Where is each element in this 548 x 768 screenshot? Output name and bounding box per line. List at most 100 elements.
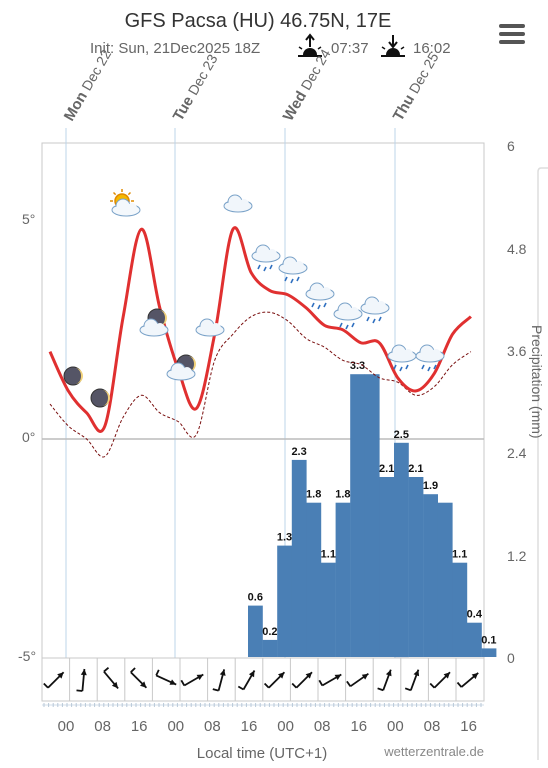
precip-bar-0 bbox=[248, 605, 263, 657]
sunrise-icon bbox=[298, 33, 322, 57]
precip-bar-16 bbox=[481, 648, 497, 657]
x-tick-labels: 00 08 16 00 08 16 00 08 16 00 08 16 bbox=[58, 718, 477, 735]
precip-bar-8 bbox=[364, 374, 380, 657]
precip-bar-6 bbox=[335, 502, 351, 657]
x-tick-8: 16 bbox=[350, 718, 367, 735]
rain-cloud-icon bbox=[387, 344, 417, 372]
rain-cloud-icon bbox=[360, 296, 390, 324]
credit: wetterzentrale.de bbox=[383, 744, 484, 759]
precip-axis-ticks: 6 4.8 3.6 2.4 1.2 0 bbox=[507, 138, 527, 666]
precip-tick-5: 0 bbox=[507, 650, 515, 666]
wind-arrow-icon bbox=[155, 669, 177, 686]
precip-bar-7 bbox=[350, 374, 365, 657]
x-tick-5: 16 bbox=[241, 718, 258, 735]
wind-arrow-icon bbox=[103, 667, 119, 689]
cloud-icon bbox=[195, 318, 225, 337]
precip-label-0: 0.6 bbox=[248, 592, 263, 604]
wind-arrow-icon bbox=[429, 671, 451, 689]
precip-bar-12 bbox=[423, 494, 438, 657]
precip-bar-15 bbox=[467, 622, 482, 657]
sunset-icon bbox=[381, 35, 405, 57]
day-label-3: Thu Dec 25 bbox=[390, 49, 443, 124]
temp-tick-minus5: -5° bbox=[18, 648, 36, 664]
precip-label-10: 2.5 bbox=[394, 429, 409, 441]
rain-cloud-icon bbox=[278, 256, 308, 284]
precip-label-1: 0.2 bbox=[262, 626, 277, 638]
temperature-line bbox=[48, 226, 472, 433]
day-label-2: Wed Dec 24 bbox=[280, 46, 335, 124]
precip-label-16: 0.1 bbox=[481, 634, 496, 646]
precip-labels: 0.60.21.32.31.81.11.83.32.12.52.11.91.10… bbox=[248, 360, 497, 646]
precip-bar-5 bbox=[321, 562, 336, 657]
x-tick-9: 00 bbox=[387, 718, 404, 735]
precip-bar-1 bbox=[262, 639, 278, 657]
weather-icons bbox=[63, 189, 445, 408]
precip-label-14: 1.1 bbox=[452, 549, 467, 561]
precip-label-4: 1.8 bbox=[306, 489, 321, 501]
sunrise-time: 07:37 bbox=[331, 40, 369, 57]
precip-tick-0: 6 bbox=[507, 138, 515, 154]
precip-bar-10 bbox=[394, 442, 409, 658]
precip-tick-4: 1.2 bbox=[507, 548, 527, 564]
precip-bar-4 bbox=[306, 502, 322, 657]
chart-title: GFS Pacsa (HU) 46.75N, 17E bbox=[125, 10, 392, 32]
x-tick-3: 00 bbox=[167, 718, 184, 735]
side-panel-edge bbox=[537, 167, 548, 760]
day-labels: Mon Dec 22 Tue Dec 23 Wed Dec 24 Thu Dec 25 bbox=[61, 46, 443, 124]
precip-label-11: 2.1 bbox=[408, 463, 423, 475]
x-axis-label: Local time (UTC+1) bbox=[197, 745, 327, 762]
temp-tick-5: 5° bbox=[22, 211, 35, 227]
wind-arrow-icon bbox=[237, 670, 256, 691]
precip-bar-3 bbox=[291, 459, 307, 657]
hamburger-menu-icon[interactable] bbox=[499, 24, 525, 44]
wind-arrow-icon bbox=[76, 668, 87, 692]
wind-arrow-icon bbox=[404, 669, 420, 692]
precip-axis-label: Precipitation (mm) bbox=[529, 325, 545, 439]
precip-tick-1: 4.8 bbox=[507, 241, 527, 257]
precip-bar-9 bbox=[379, 477, 395, 657]
wind-arrow-icon bbox=[212, 669, 226, 692]
x-tick-1: 08 bbox=[94, 718, 111, 735]
precip-label-9: 2.1 bbox=[379, 463, 394, 475]
x-tick-4: 08 bbox=[204, 718, 221, 735]
hour-ticks bbox=[42, 703, 484, 707]
precip-label-2: 1.3 bbox=[277, 532, 292, 544]
init-time: Init: Sun, 21Dec2025 18Z bbox=[90, 40, 260, 57]
wind-arrow-icon bbox=[263, 671, 286, 689]
wind-arrow-icon bbox=[180, 673, 204, 687]
precip-tick-2: 3.6 bbox=[507, 343, 527, 359]
cloud-icon bbox=[223, 194, 253, 213]
precip-label-5: 1.1 bbox=[321, 549, 336, 561]
day-label-1: Tue Dec 23 bbox=[170, 51, 222, 124]
precip-bar-2 bbox=[277, 545, 292, 657]
temp-tick-0: 0° bbox=[22, 429, 35, 445]
moon-icon bbox=[90, 388, 110, 408]
precip-tick-3: 2.4 bbox=[507, 445, 527, 461]
sun-cloud-icon bbox=[110, 189, 141, 217]
rain-cloud-icon bbox=[305, 282, 335, 310]
rain-cloud-icon bbox=[333, 302, 363, 330]
precip-label-6: 1.8 bbox=[335, 489, 350, 501]
day-label-0: Mon Dec 22 bbox=[61, 47, 116, 124]
moon-icon bbox=[63, 366, 83, 386]
cloud-icon bbox=[139, 318, 169, 337]
dewpoint-line bbox=[49, 311, 472, 458]
precip-label-3: 2.3 bbox=[291, 446, 306, 458]
precip-label-12: 1.9 bbox=[423, 480, 438, 492]
wind-arrow-icon bbox=[456, 672, 479, 688]
x-tick-6: 00 bbox=[277, 718, 294, 735]
sunset-time: 16:02 bbox=[413, 40, 451, 57]
wind-arrow-icon bbox=[318, 673, 342, 687]
precip-bar-13 bbox=[437, 502, 453, 657]
precip-bar-14 bbox=[452, 562, 468, 657]
wind-arrow-icon bbox=[130, 667, 148, 689]
wind-arrow-icon bbox=[346, 672, 369, 688]
x-tick-10: 08 bbox=[424, 718, 441, 735]
wind-arrow-icon bbox=[377, 669, 392, 692]
x-tick-2: 16 bbox=[131, 718, 148, 735]
rain-cloud-icon bbox=[251, 244, 281, 272]
precip-label-15: 0.4 bbox=[467, 609, 483, 621]
wind-arrow-icon bbox=[291, 671, 313, 689]
x-tick-7: 08 bbox=[314, 718, 331, 735]
